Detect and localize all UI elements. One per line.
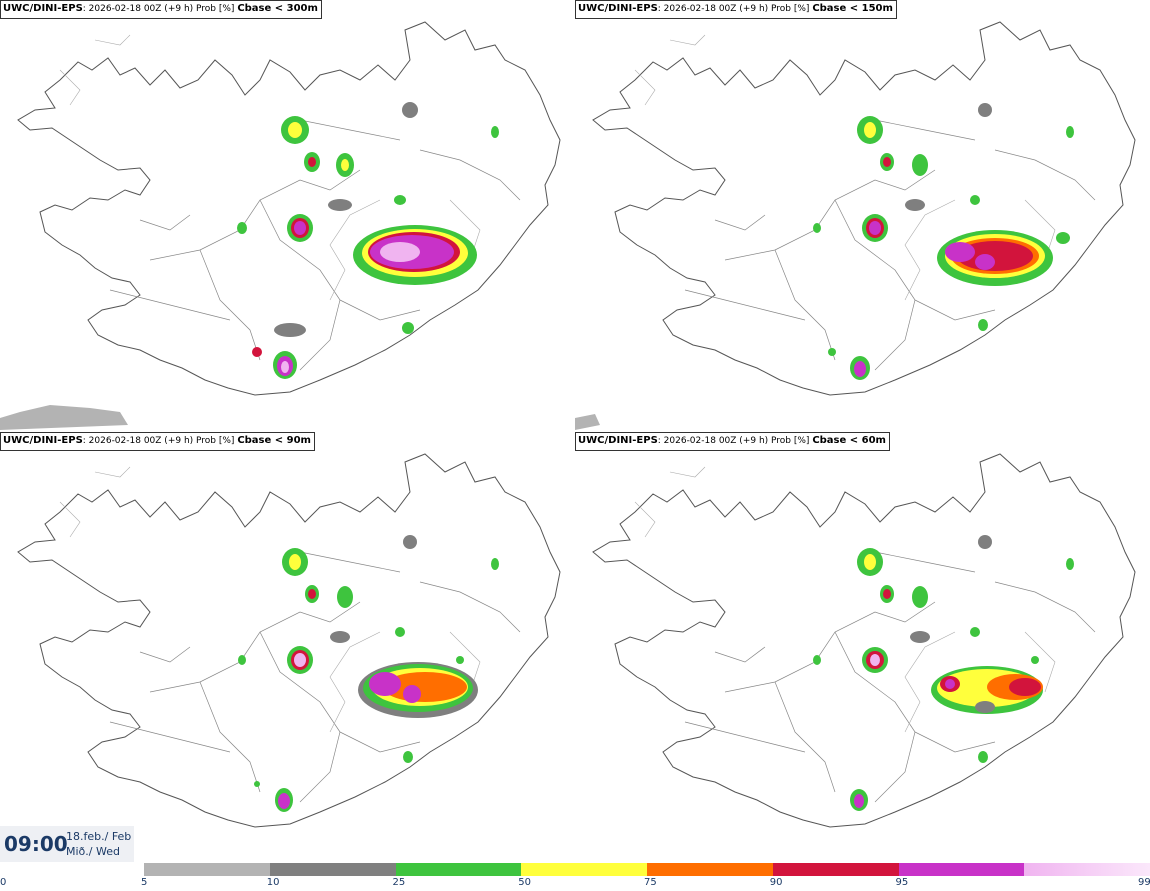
- iceland-map: [0, 432, 575, 862]
- valid-date: 18.feb./ Feb: [66, 830, 132, 843]
- colorbar-tick-label: 10: [266, 877, 280, 888]
- colorbar-tick-label: 90: [769, 877, 783, 888]
- panel-title: UWC/DINI-EPS: 2026-02-18 00Z (+9 h) Prob…: [575, 432, 890, 451]
- colorbar-tick-label: 75: [644, 877, 657, 888]
- panel-title: UWC/DINI-EPS: 2026-02-18 00Z (+9 h) Prob…: [575, 0, 897, 19]
- map-panel-cbase-150m: UWC/DINI-EPS: 2026-02-18 00Z (+9 h) Prob…: [575, 0, 1150, 430]
- colorbar-tick-label: 99: [1138, 877, 1150, 888]
- colorbar-segment: [269, 863, 396, 876]
- panel-title: UWC/DINI-EPS: 2026-02-18 00Z (+9 h) Prob…: [0, 0, 322, 19]
- colorbar-tick-label: 50: [518, 877, 531, 888]
- colorbar-tick-label: 25: [392, 877, 406, 888]
- colorbar-segment: [647, 863, 774, 876]
- iceland-map: [0, 0, 575, 430]
- colorbar-segment: [144, 863, 271, 876]
- valid-weekday: Mið./ Wed: [66, 845, 120, 858]
- valid-time-box: 09:00 18.feb./ Feb Mið./ Wed: [0, 826, 134, 862]
- colorbar-segment: [395, 863, 522, 876]
- colorbar-segment: [898, 863, 1025, 876]
- iceland-map: [575, 0, 1150, 430]
- colorbar-segment: [772, 863, 899, 876]
- colorbar-tick-label: 95: [895, 877, 909, 888]
- colorbar-segment: [521, 863, 648, 876]
- map-panel-cbase-300m: UWC/DINI-EPS: 2026-02-18 00Z (+9 h) Prob…: [0, 0, 575, 430]
- colorbar-segment: [1024, 863, 1150, 876]
- colorbar-tick-label: 5: [141, 877, 148, 888]
- panel-title: UWC/DINI-EPS: 2026-02-18 00Z (+9 h) Prob…: [0, 432, 315, 451]
- valid-hour: 09:00: [4, 832, 68, 856]
- map-panel-cbase-90m: UWC/DINI-EPS: 2026-02-18 00Z (+9 h) Prob…: [0, 432, 575, 862]
- iceland-map: [575, 432, 1150, 862]
- map-panel-cbase-60m: UWC/DINI-EPS: 2026-02-18 00Z (+9 h) Prob…: [575, 432, 1150, 862]
- probability-colorbar: [144, 863, 1150, 876]
- colorbar-tick-label: 0: [0, 877, 7, 888]
